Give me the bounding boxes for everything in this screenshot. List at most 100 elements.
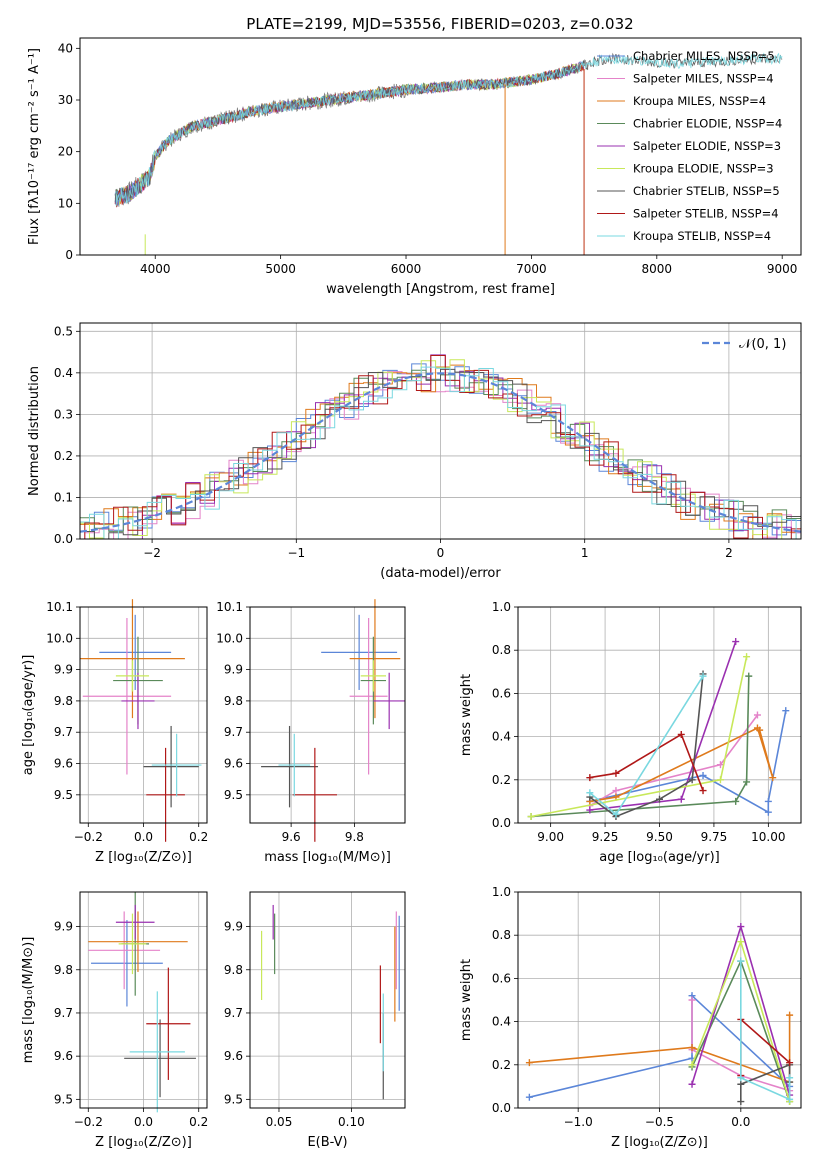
y-tick-label: 9.8: [224, 963, 243, 977]
y-tick-label: 0.5: [54, 324, 73, 338]
panel-7-frame: [249, 891, 406, 1109]
x-tick-label: 9.6: [282, 830, 301, 844]
x-tick-label: −1: [287, 546, 305, 560]
y-tick-label: 0.1: [54, 490, 73, 504]
x-tick-label: 9.25: [592, 830, 619, 844]
x-axis-label: Z [log₁₀(Z/Z⊙)]: [95, 1135, 192, 1150]
y-tick-label: 10: [58, 196, 73, 210]
x-tick-label: 2: [725, 546, 733, 560]
marker-kroupa-stelib: [699, 672, 707, 680]
spectrum-legend: Chabrier MILES, NSSP=5 Salpeter MILES, NS…: [597, 49, 782, 243]
y-tick-label: 9.7: [224, 725, 243, 739]
y-tick-label: 9.8: [54, 963, 73, 977]
y-tick-label: 9.6: [54, 1049, 73, 1063]
line-salpeter-stelib: [589, 733, 704, 791]
legend-label-kroupa-elodie: Kroupa ELODIE, NSSP=3: [633, 162, 774, 176]
marker-chabrier-stelib: [656, 795, 663, 803]
y-tick-label: 0: [65, 248, 73, 262]
y-axis-label: mass weight: [459, 674, 474, 756]
y-tick-label: 0.4: [492, 730, 511, 744]
panel-4-frame: [249, 606, 406, 824]
y-axis-label: mass weight: [459, 959, 474, 1041]
x-tick-label: 0.2: [189, 1115, 208, 1129]
panel-3-axes: −0.2 0.0 0.2 9.5 9.6 9.7 9.8 9.9 10.0 10.1 Z [log₁…: [21, 600, 208, 865]
y-tick-label: 0.2: [492, 1058, 511, 1072]
x-axis-label: (data-model)/error: [380, 566, 501, 581]
model-spectrum-chabrier-stelib: [114, 52, 783, 203]
y-tick-label: 10.0: [46, 631, 73, 645]
x-axis-label: E(B-V): [307, 1135, 347, 1150]
y-tick-label: 9.5: [54, 1092, 73, 1106]
panel-8-axes: −1.0 −0.5 0.0 0.0 0.2 0.4 0.6 0.8 1.0 Z [log₁₀(Z/…: [459, 885, 801, 1150]
legend-label-salpeter-stelib: Salpeter STELIB, NSSP=4: [633, 207, 779, 221]
x-tick-label: −0.5: [645, 1115, 674, 1129]
marker-kroupa-elodie: [716, 776, 724, 784]
x-tick-label: 4000: [140, 262, 171, 276]
y-tick-label: 0.2: [54, 449, 73, 463]
marker-chabrier-miles: [764, 797, 772, 805]
y-tick-label: 9.6: [54, 757, 73, 771]
marker-salpeter-stelib: [586, 774, 594, 782]
marker-kroupa-stelib: [586, 789, 594, 797]
y-tick-label: 0.0: [492, 1101, 511, 1115]
x-tick-label: −2: [143, 546, 161, 560]
marker-salpeter-stelib: [786, 1059, 794, 1067]
panel-1-axes: 4000 5000 6000 7000 8000 9000 0 10 20 30 40 wavelen…: [27, 41, 797, 297]
x-tick-label: 0.0: [134, 1115, 153, 1129]
histogram-salpeter-elodie: [80, 354, 801, 539]
panel-6-frame: [79, 891, 208, 1109]
histogram-kroupa-stelib: [80, 366, 801, 539]
marker-salpeter-miles: [688, 996, 696, 1004]
x-tick-label: −1.0: [564, 1115, 593, 1129]
marker-kroupa-stelib: [737, 957, 745, 965]
y-axis-label: age [log₁₀(age/yr)]: [21, 655, 36, 776]
marker-salpeter-miles: [753, 711, 761, 719]
legend-label-salpeter-miles: Salpeter MILES, NSSP=4: [633, 72, 774, 86]
x-axis-label: age [log₁₀(age/yr)]: [599, 850, 720, 865]
panel-2-axes: −2 −1 0 1 2 0.0 0.1 0.2 0.3 0.4 0.5 (data-model)/er…: [27, 323, 801, 581]
marker-kroupa-miles: [756, 726, 764, 734]
chart-layer: 4000 5000 6000 7000 8000 9000010203040wavelen…: [21, 37, 802, 1150]
histogram-chabrier-stelib: [80, 368, 801, 539]
panel-4-axes: 9.6 9.8 9.5 9.6 9.7 9.8 9.9 10.0 10.1 mass [log₁₀…: [216, 600, 405, 865]
y-tick-label: 0.0: [492, 816, 511, 830]
y-tick-label: 9.8: [54, 694, 73, 708]
x-tick-label: 9.8: [345, 830, 364, 844]
x-axis-label: mass [log₁₀(M/M⊙)]: [264, 850, 391, 865]
marker-kroupa-stelib: [737, 1074, 745, 1082]
y-tick-label: 9.6: [224, 1049, 243, 1063]
y-tick-label: 0.8: [492, 643, 511, 657]
marker-chabrier-miles: [525, 1093, 533, 1101]
marker-salpeter-elodie: [677, 795, 685, 803]
x-tick-label: 7000: [516, 262, 547, 276]
legend-label-chabrier-elodie: Chabrier ELODIE, NSSP=4: [633, 117, 782, 131]
marker-salpeter-stelib: [677, 730, 685, 738]
marker-salpeter-miles: [716, 761, 724, 769]
y-tick-label: 9.9: [224, 663, 243, 677]
x-tick-label: 9.75: [701, 830, 728, 844]
y-tick-label: 0.4: [54, 366, 73, 380]
x-tick-label: 8000: [642, 262, 673, 276]
x-tick-label: 10.00: [751, 830, 785, 844]
marker-chabrier-stelib: [688, 776, 696, 784]
x-axis-label: Z [log₁₀(Z/Z⊙)]: [611, 1135, 708, 1150]
panel-8-frame: [517, 891, 802, 1109]
y-tick-label: 9.9: [54, 920, 73, 934]
panel-4-errorbars: [261, 599, 405, 842]
x-tick-label: 5000: [265, 262, 296, 276]
x-tick-label: 9.00: [537, 830, 564, 844]
y-tick-label: 9.7: [224, 1006, 243, 1020]
marker-chabrier-stelib: [737, 1098, 745, 1106]
y-tick-label: 9.5: [224, 788, 243, 802]
histogram-salpeter-stelib: [80, 355, 801, 539]
marker-chabrier-elodie: [732, 797, 740, 805]
panel-6-errorbars: [88, 892, 196, 1113]
x-tick-label: 0.10: [338, 1115, 365, 1129]
marker-kroupa-miles: [525, 1059, 533, 1067]
legend-label-salpeter-elodie: Salpeter ELODIE, NSSP=3: [633, 139, 781, 153]
x-tick-label: 0: [437, 546, 445, 560]
y-tick-label: 1.0: [492, 885, 511, 899]
marker-chabrier-stelib: [737, 1080, 745, 1088]
panel-8-lines: [525, 923, 794, 1106]
y-axis-label: Flux [fλ10⁻¹⁷ erg cm⁻² s⁻¹ A⁻¹]: [27, 48, 42, 245]
